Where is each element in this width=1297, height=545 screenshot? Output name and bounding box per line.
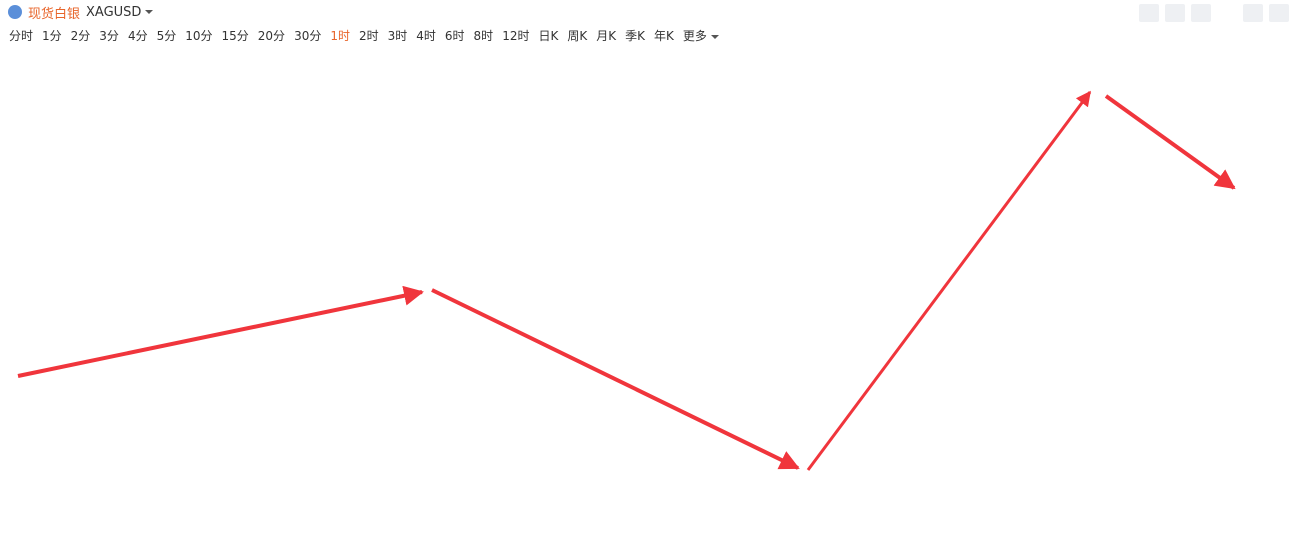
tool-button[interactable] <box>1243 4 1263 22</box>
tool-button[interactable] <box>1165 4 1185 22</box>
interval-tab[interactable]: 周K <box>567 29 588 43</box>
interval-tab[interactable]: 5分 <box>156 29 177 43</box>
interval-tab[interactable]: 20分 <box>257 29 286 43</box>
interval-tab[interactable]: 分时 <box>9 29 34 43</box>
interval-tab[interactable]: 4分 <box>127 29 148 43</box>
symbol-icon <box>8 5 22 19</box>
interval-tab[interactable]: 30分 <box>294 29 322 43</box>
caret <box>145 10 154 14</box>
symbol[interactable]: XAGUSD <box>86 4 142 20</box>
tool-buttons <box>1139 4 1289 22</box>
interval-tab[interactable]: 6时 <box>444 29 465 43</box>
tool-button[interactable] <box>1191 4 1211 22</box>
interval-tab[interactable]: 15分 <box>221 29 249 43</box>
interval-tab[interactable]: 10分 <box>185 29 213 43</box>
interval-tab[interactable]: 2分 <box>70 29 91 43</box>
interval-tab[interactable]: 3时 <box>387 29 408 43</box>
interval-tab[interactable]: 2时 <box>358 29 379 43</box>
interval-tab[interactable]: 1分 <box>42 29 62 43</box>
arrow <box>806 90 1092 471</box>
tool-button[interactable] <box>1139 4 1159 22</box>
arrow <box>431 288 800 470</box>
arrow <box>17 285 424 378</box>
interval-tab[interactable]: 季K <box>625 29 645 43</box>
arrow <box>1104 94 1236 190</box>
caret <box>710 34 719 39</box>
interval-tab[interactable]: 4时 <box>416 29 436 43</box>
tool-button[interactable] <box>1269 4 1289 22</box>
interval-tab[interactable]: 1时 <box>330 29 350 43</box>
header: 现货白银 XAGUSD <box>8 3 154 22</box>
interval-tab[interactable]: 3分 <box>99 29 119 43</box>
interval-tab[interactable]: 月K <box>596 29 617 43</box>
interval-tab[interactable]: 8时 <box>473 29 494 43</box>
interval-tab[interactable]: 更多 <box>683 27 719 44</box>
interval-tab[interactable]: 12时 <box>502 29 530 43</box>
title: 现货白银 <box>28 6 81 22</box>
interval-bar: 分时 1分 2分 3分 4分 5分 10分 15分 20分 30分 1时 2时 3时 4时 6时 8时 12时日… <box>9 27 719 44</box>
interval-tab[interactable]: 日K <box>538 29 559 43</box>
interval-tab[interactable]: 年K <box>653 29 674 43</box>
trend-arrows <box>17 90 1236 471</box>
